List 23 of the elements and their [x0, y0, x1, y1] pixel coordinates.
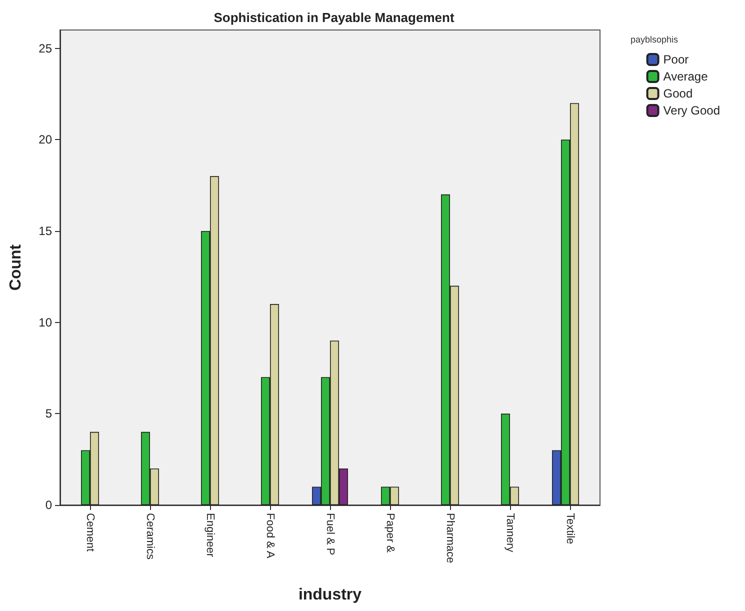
- y-axis-title: Count: [8, 244, 24, 291]
- x-axis-title: industry: [298, 586, 362, 604]
- x-tick-label: Ceramics: [144, 513, 156, 560]
- y-tick-label: 20: [38, 132, 52, 147]
- x-tick-label: Fuel & P: [324, 513, 336, 556]
- x-tick-label: Food & A: [264, 513, 276, 559]
- chart-title: Sophistication in Payable Management: [214, 10, 455, 25]
- legend-label: Average: [663, 70, 708, 84]
- y-tick-label: 5: [45, 406, 52, 421]
- legend-title: payblsophis: [630, 34, 678, 44]
- x-tick-label: Engineer: [204, 513, 216, 558]
- x-tick-label: Tannery: [504, 513, 516, 553]
- y-tick-label: 0: [45, 498, 52, 512]
- x-tick-label: Textile: [564, 513, 576, 544]
- y-tick-label: 15: [38, 224, 52, 238]
- x-tick-label: Cement: [84, 513, 96, 552]
- legend-label: Good: [663, 86, 693, 100]
- y-tick-label: 10: [38, 315, 52, 330]
- legend-label: Poor: [663, 52, 689, 66]
- y-tick-label: 25: [38, 41, 52, 56]
- x-tick-label: Paper &: [384, 513, 396, 554]
- x-tick-label: Pharmace: [444, 513, 456, 564]
- legend-label: Very Good: [663, 104, 720, 118]
